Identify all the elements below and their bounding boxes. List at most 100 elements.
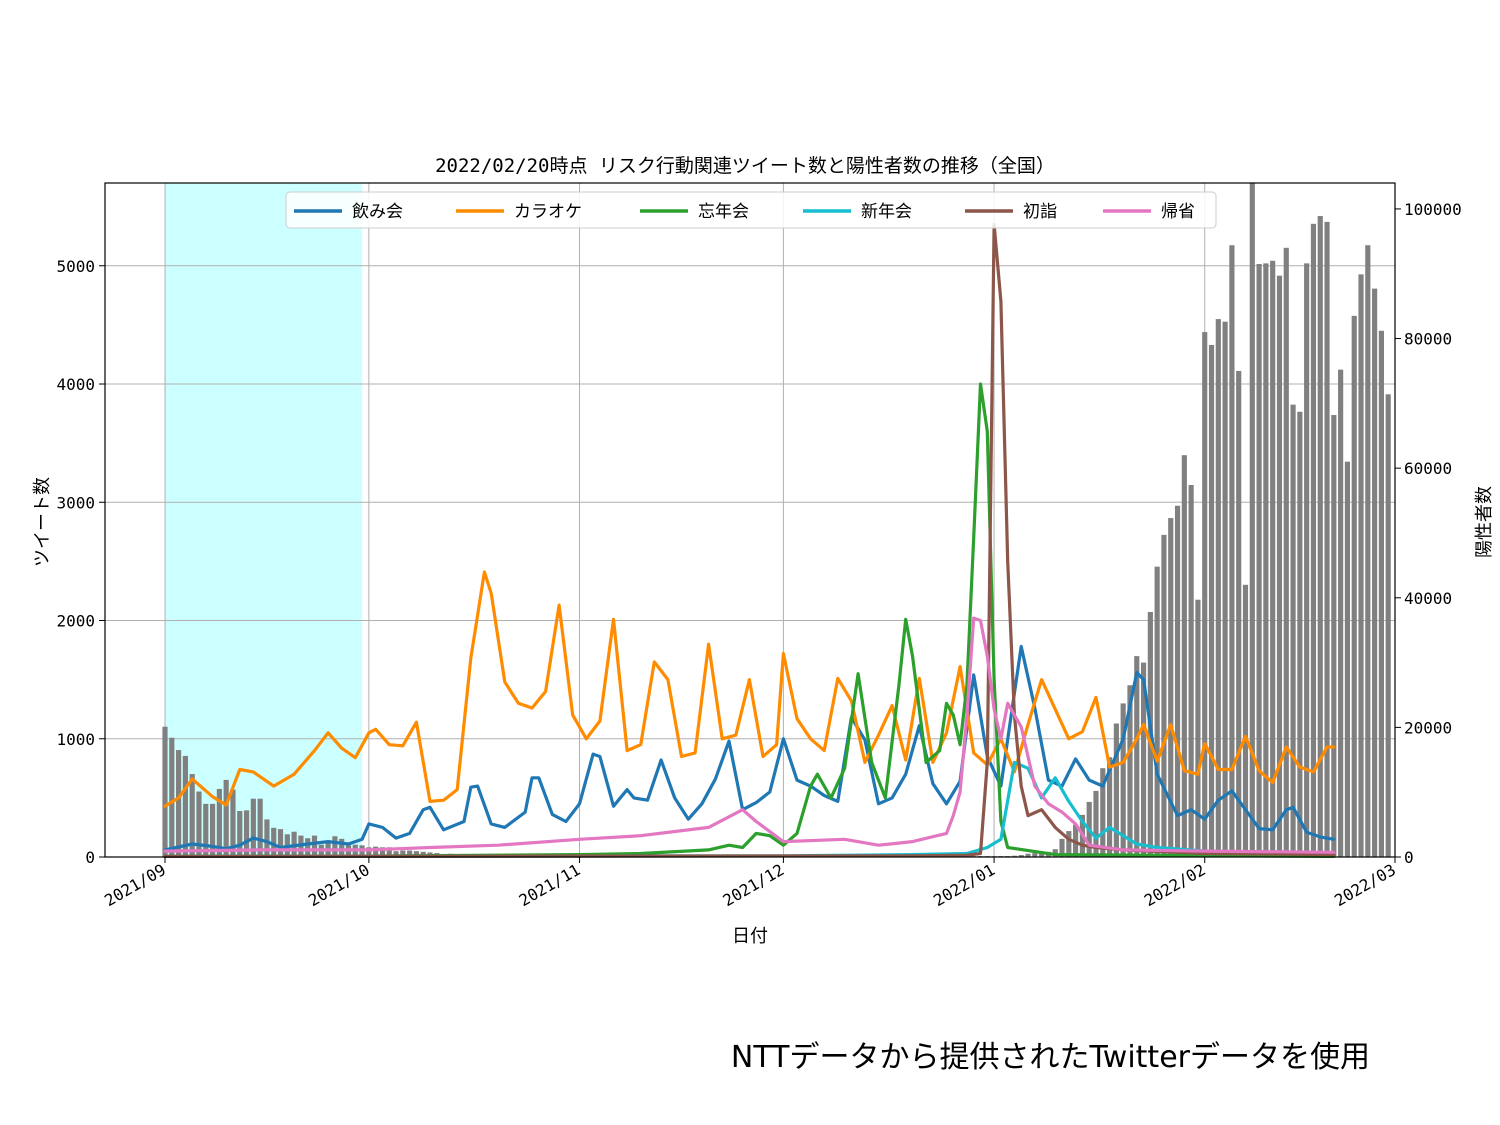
x-tick-label: 2021/09 [101, 860, 169, 910]
positive-cases-bar [1365, 245, 1371, 857]
positive-cases-bar [1344, 461, 1351, 857]
highlight-band [165, 183, 363, 857]
positive-cases-bar [1338, 369, 1344, 857]
positive-cases-bar [1018, 855, 1024, 857]
positive-cases-bar [230, 789, 236, 857]
legend-label: 忘年会 [698, 202, 749, 222]
positive-cases-bar [1229, 245, 1235, 857]
x-tick-label: 2021/11 [516, 860, 584, 910]
y-right-tick-label: 0 [1404, 848, 1414, 867]
positive-cases-bar [366, 847, 372, 857]
positive-cases-bar [1032, 853, 1038, 857]
positive-cases-bar [1215, 319, 1221, 857]
positive-cases-bar [407, 850, 413, 857]
chart-title: 2022/02/20時点 リスク行動関連ツイート数と陽性者数の推移（全国） [435, 155, 1055, 177]
legend: 飲み会 カラオケ 忘年会 新年会 初詣 帰省 [285, 191, 1217, 229]
positive-cases-bar [332, 836, 338, 857]
positive-cases-bar [1270, 260, 1276, 857]
legend-label: カラオケ [514, 202, 582, 222]
positive-cases-bar [1249, 183, 1255, 857]
positive-cases-bar [1202, 332, 1208, 857]
positive-cases-bar [1120, 703, 1126, 857]
positive-cases-bar [1208, 345, 1215, 857]
positive-cases-bar [1331, 415, 1337, 857]
positive-cases-bar [196, 791, 202, 857]
positive-cases-bar [305, 838, 311, 857]
positive-cases-bar [1140, 662, 1147, 857]
positive-cases-bar [386, 847, 392, 857]
positive-cases-bar [1385, 394, 1391, 857]
positive-cases-bar [393, 851, 399, 857]
positive-cases-bar [1222, 321, 1228, 857]
x-tick-label: 2022/02 [1141, 860, 1209, 910]
positive-cases-bar [1195, 599, 1201, 857]
plot-frame [104, 182, 1396, 858]
positive-cases-bar [1059, 838, 1065, 857]
positive-cases-bar [182, 755, 188, 857]
positive-cases-bar [1290, 404, 1296, 857]
positive-cases-bar [176, 750, 182, 857]
positive-cases-bar [203, 803, 209, 857]
positive-cases-bar [1066, 831, 1072, 857]
positive-cases-bar [1134, 656, 1140, 857]
positive-cases-bar [237, 810, 243, 857]
positive-cases-bar [169, 737, 175, 857]
y-right-tick-label: 60000 [1404, 459, 1452, 478]
legend-frame [285, 191, 1217, 229]
positive-cases-bar [1174, 505, 1181, 857]
positive-cases-bar [1188, 485, 1194, 857]
positive-cases-bar [1378, 330, 1384, 857]
positive-cases-bar [379, 847, 386, 857]
positive-cases-bar [413, 851, 420, 857]
x-tick-label: 2021/12 [719, 860, 787, 910]
series-line-4 [163, 760, 1336, 858]
positive-cases-bar [1297, 411, 1303, 857]
positive-cases-bar [1276, 275, 1283, 857]
positive-cases-bar [373, 846, 379, 857]
x-tick-label: 2022/01 [930, 860, 998, 910]
positive-cases-bar [1093, 790, 1099, 857]
positive-cases-bar [223, 779, 229, 857]
positive-cases-bar [277, 829, 284, 857]
positive-cases-bar [1236, 370, 1242, 857]
positive-cases-bar [400, 850, 406, 857]
positive-cases-bar [1372, 288, 1378, 857]
x-tick-label: 2022/03 [1331, 860, 1399, 910]
y-right-tick-label: 100000 [1404, 200, 1462, 219]
legend-label: 飲み会 [352, 202, 403, 222]
positive-cases-bar [1256, 264, 1262, 857]
positive-cases-bar [1107, 757, 1113, 857]
positive-cases-bar [257, 798, 263, 857]
legend-label: 帰省 [1161, 202, 1195, 222]
positive-cases-bar [1310, 223, 1317, 857]
series-line-2 [163, 570, 1336, 808]
legend-label: 新年会 [861, 202, 912, 222]
y-left-tick-label: 4000 [56, 375, 95, 394]
positive-cases-bar [1181, 455, 1187, 857]
series-line-6 [163, 616, 1336, 854]
positive-cases-bar [1283, 247, 1289, 858]
positive-cases-bar [1351, 315, 1357, 857]
x-axis-label: 日付 [732, 926, 768, 947]
series-line-3 [163, 382, 1336, 858]
y-left-tick-label: 2000 [56, 612, 95, 631]
legend-label: 初詣 [1023, 202, 1057, 222]
y-left-tick-label: 1000 [56, 730, 95, 749]
positive-cases-bar [339, 838, 345, 857]
series-line-1 [163, 644, 1336, 852]
positive-cases-bar [250, 798, 256, 857]
positive-cases-bar [264, 819, 270, 857]
positive-cases-bar [1168, 518, 1174, 857]
tweet-series-lines [163, 222, 1336, 858]
positive-cases-bar [1242, 584, 1249, 857]
positive-cases-bar [1263, 263, 1269, 857]
positive-cases-bar [1317, 216, 1323, 857]
highlight-layer [165, 183, 363, 857]
positive-cases-bar [1324, 221, 1330, 857]
y-right-tick-label: 80000 [1404, 330, 1452, 349]
positive-cases-bar [216, 788, 222, 857]
positive-cases-bar [1161, 534, 1167, 857]
positive-cases-bar [243, 810, 250, 857]
